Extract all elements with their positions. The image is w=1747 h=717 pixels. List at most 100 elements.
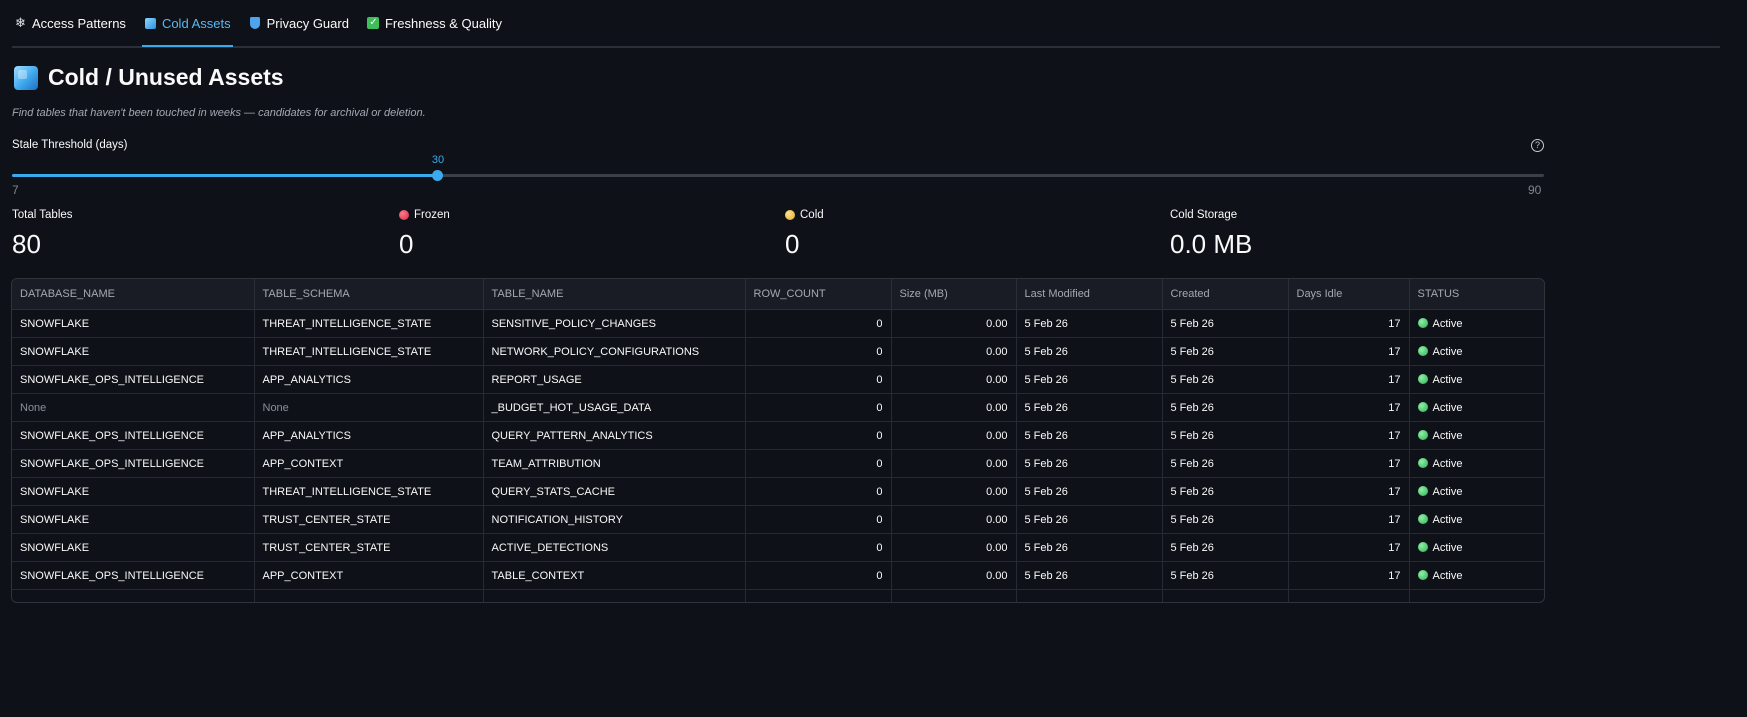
table-cell[interactable]: 0.00: [891, 337, 1017, 366]
table-cell[interactable]: 5 Feb 26: [1016, 449, 1163, 478]
table-cell[interactable]: THREAT_INTELLIGENCE_STATE: [254, 309, 484, 338]
table-cell[interactable]: SNOWFLAKE_OPS_INTELLIGENCE: [12, 449, 255, 478]
column-header[interactable]: ROW_COUNT: [745, 279, 892, 310]
slider-thumb[interactable]: [432, 170, 443, 181]
table-cell[interactable]: 17: [1288, 449, 1410, 478]
tab-cold-assets[interactable]: Cold Assets: [141, 1, 233, 47]
table-cell[interactable]: [1016, 589, 1163, 602]
table-cell[interactable]: 5 Feb 26: [1162, 337, 1289, 366]
table-cell[interactable]: 0: [745, 533, 892, 562]
table-cell[interactable]: 5 Feb 26: [1162, 421, 1289, 450]
table-cell[interactable]: Active: [1409, 505, 1544, 534]
table-cell[interactable]: TEAM_ATTRIBUTION: [483, 449, 746, 478]
table-cell[interactable]: Active: [1409, 561, 1544, 590]
table-cell[interactable]: 5 Feb 26: [1016, 365, 1163, 394]
table-cell[interactable]: QUERY_PATTERN_ANALYTICS: [483, 421, 746, 450]
data-table[interactable]: DATABASE_NAME TABLE_SCHEMA TABLE_NAME RO…: [11, 278, 1545, 603]
table-cell[interactable]: 17: [1288, 337, 1410, 366]
table-cell[interactable]: 17: [1288, 421, 1410, 450]
table-cell[interactable]: 17: [1288, 533, 1410, 562]
table-cell[interactable]: 0.00: [891, 365, 1017, 394]
table-cell[interactable]: APP_CONTEXT: [254, 561, 484, 590]
column-header[interactable]: Days Idle: [1288, 279, 1410, 310]
table-cell[interactable]: 0: [745, 309, 892, 338]
table-cell[interactable]: APP_ANALYTICS: [254, 365, 484, 394]
table-cell[interactable]: 0.00: [891, 393, 1017, 422]
table-cell[interactable]: 0: [745, 337, 892, 366]
table-cell[interactable]: SNOWFLAKE: [12, 309, 255, 338]
table-cell[interactable]: APP_CONTEXT: [254, 449, 484, 478]
table-cell[interactable]: TRUST_CENTER_STATE: [254, 533, 484, 562]
table-cell[interactable]: 5 Feb 26: [1016, 477, 1163, 506]
table-cell[interactable]: [254, 589, 484, 602]
table-cell[interactable]: 17: [1288, 365, 1410, 394]
table-cell[interactable]: QUERY_STATS_CACHE: [483, 477, 746, 506]
table-cell[interactable]: [483, 589, 746, 602]
table-cell[interactable]: 17: [1288, 393, 1410, 422]
table-cell[interactable]: Active: [1409, 365, 1544, 394]
table-cell[interactable]: 0.00: [891, 561, 1017, 590]
table-cell[interactable]: SENSITIVE_POLICY_CHANGES: [483, 309, 746, 338]
table-cell[interactable]: 0: [745, 561, 892, 590]
table-cell[interactable]: 0: [745, 421, 892, 450]
table-cell[interactable]: 0.00: [891, 309, 1017, 338]
table-cell[interactable]: [745, 589, 892, 602]
column-header[interactable]: Size (MB): [891, 279, 1017, 310]
table-cell[interactable]: SNOWFLAKE: [12, 477, 255, 506]
table-cell[interactable]: 5 Feb 26: [1162, 477, 1289, 506]
table-cell[interactable]: 5 Feb 26: [1016, 421, 1163, 450]
table-cell[interactable]: 5 Feb 26: [1016, 505, 1163, 534]
table-cell[interactable]: [1409, 589, 1544, 602]
table-cell[interactable]: 5 Feb 26: [1016, 309, 1163, 338]
table-row[interactable]: SNOWFLAKE THREAT_INTELLIGENCE_STATE QUERY_…: [12, 477, 1544, 506]
table-cell[interactable]: 5 Feb 26: [1016, 393, 1163, 422]
table-cell[interactable]: 5 Feb 26: [1016, 561, 1163, 590]
table-row[interactable]: SNOWFLAKE TRUST_CENTER_STATE ACTIVE_DETECT…: [12, 533, 1544, 562]
table-cell[interactable]: 5 Feb 26: [1162, 561, 1289, 590]
table-cell[interactable]: _BUDGET_HOT_USAGE_DATA: [483, 393, 746, 422]
table-cell[interactable]: TABLE_CONTEXT: [483, 561, 746, 590]
table-cell[interactable]: NETWORK_POLICY_CONFIGURATIONS: [483, 337, 746, 366]
table-cell[interactable]: None: [12, 393, 255, 422]
table-row[interactable]: SNOWFLAKE_OPS_INTELLIGENCE APP_ANALYTICS Q…: [12, 421, 1544, 450]
table-cell[interactable]: 5 Feb 26: [1016, 533, 1163, 562]
table-row[interactable]: SNOWFLAKE THREAT_INTELLIGENCE_STATE NETWOR…: [12, 337, 1544, 366]
table-cell[interactable]: SNOWFLAKE: [12, 505, 255, 534]
column-header[interactable]: Last Modified: [1016, 279, 1163, 310]
table-cell[interactable]: 5 Feb 26: [1162, 505, 1289, 534]
table-cell[interactable]: ACTIVE_DETECTIONS: [483, 533, 746, 562]
table-cell[interactable]: 5 Feb 26: [1016, 337, 1163, 366]
table-cell[interactable]: APP_ANALYTICS: [254, 421, 484, 450]
table-cell[interactable]: 0.00: [891, 421, 1017, 450]
help-icon[interactable]: ?: [1531, 139, 1544, 152]
table-cell[interactable]: 17: [1288, 309, 1410, 338]
table-cell[interactable]: SNOWFLAKE: [12, 533, 255, 562]
table-row[interactable]: SNOWFLAKE_OPS_INTELLIGENCE APP_ANALYTICS R…: [12, 365, 1544, 394]
table-cell[interactable]: Active: [1409, 421, 1544, 450]
column-header[interactable]: DATABASE_NAME: [12, 279, 255, 310]
table-cell[interactable]: REPORT_USAGE: [483, 365, 746, 394]
table-cell[interactable]: 0.00: [891, 505, 1017, 534]
table-row[interactable]: SNOWFLAKE_OPS_INTELLIGENCE APP_CONTEXT TAB…: [12, 561, 1544, 590]
table-row[interactable]: SNOWFLAKE TRUST_CENTER_STATE NOTIFICATION_…: [12, 505, 1544, 534]
table-cell[interactable]: NOTIFICATION_HISTORY: [483, 505, 746, 534]
table-cell[interactable]: 0: [745, 449, 892, 478]
table-cell[interactable]: [1162, 589, 1289, 602]
table-cell[interactable]: THREAT_INTELLIGENCE_STATE: [254, 477, 484, 506]
table-row[interactable]: SNOWFLAKE_OPS_INTELLIGENCE APP_CONTEXT TEA…: [12, 449, 1544, 478]
column-header[interactable]: STATUS: [1409, 279, 1544, 310]
table-cell[interactable]: 0.00: [891, 449, 1017, 478]
slider-track[interactable]: [12, 174, 1544, 177]
table-cell[interactable]: 5 Feb 26: [1162, 309, 1289, 338]
table-cell[interactable]: 0: [745, 393, 892, 422]
table-cell[interactable]: Active: [1409, 393, 1544, 422]
table-cell[interactable]: 5 Feb 26: [1162, 365, 1289, 394]
table-cell[interactable]: SNOWFLAKE_OPS_INTELLIGENCE: [12, 561, 255, 590]
table-row[interactable]: [12, 589, 1544, 602]
table-row[interactable]: None None _BUDGET_HOT_USAGE_DATA 0 0.00 5 Feb…: [12, 393, 1544, 422]
table-cell[interactable]: 17: [1288, 477, 1410, 506]
table-cell[interactable]: [1288, 589, 1410, 602]
tab-freshness-quality[interactable]: ✓ Freshness & Quality: [365, 1, 504, 45]
table-cell[interactable]: THREAT_INTELLIGENCE_STATE: [254, 337, 484, 366]
table-cell[interactable]: SNOWFLAKE_OPS_INTELLIGENCE: [12, 365, 255, 394]
